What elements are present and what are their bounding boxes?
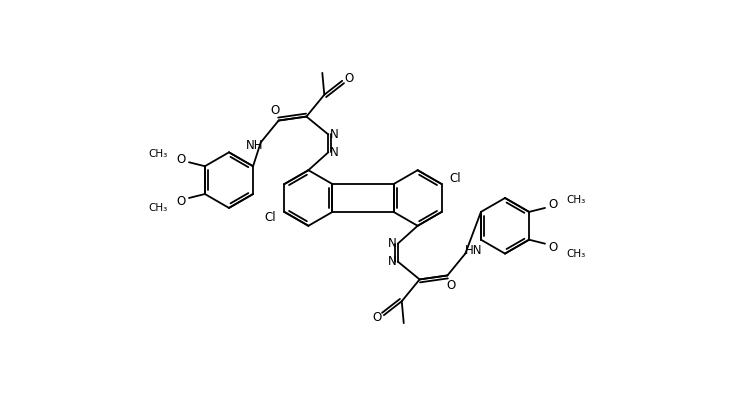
Text: O: O	[548, 241, 558, 254]
Text: O: O	[345, 72, 354, 85]
Text: N: N	[388, 255, 397, 268]
Text: CH₃: CH₃	[567, 248, 586, 259]
Text: N: N	[330, 146, 339, 159]
Text: O: O	[548, 198, 558, 211]
Text: O: O	[177, 196, 185, 209]
Text: O: O	[177, 153, 185, 166]
Text: CH₃: CH₃	[567, 195, 586, 205]
Text: Cl: Cl	[450, 172, 462, 184]
Text: CH₃: CH₃	[148, 149, 167, 159]
Text: O: O	[270, 104, 279, 117]
Text: NH: NH	[246, 139, 264, 152]
Text: N: N	[330, 128, 339, 141]
Text: Cl: Cl	[265, 211, 276, 224]
Text: HN: HN	[465, 244, 482, 257]
Text: N: N	[388, 237, 397, 250]
Text: O: O	[372, 310, 382, 324]
Text: O: O	[447, 279, 456, 292]
Text: CH₃: CH₃	[148, 203, 167, 213]
